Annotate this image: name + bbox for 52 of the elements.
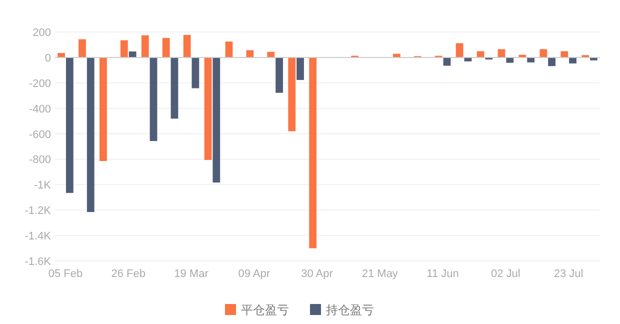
bar: [212, 57, 220, 183]
bar: [120, 40, 128, 58]
y-tick-label: 0: [44, 52, 51, 64]
x-tick-label: 02 Jul: [490, 268, 520, 280]
y-tick-label: -1.6K: [24, 256, 52, 268]
x-tick-label: 19 Mar: [174, 268, 209, 280]
y-tick-label: -200: [28, 78, 51, 90]
bar: [506, 57, 514, 63]
bar: [100, 57, 107, 162]
x-tick-label: 09 Apr: [238, 268, 270, 280]
bar: [309, 57, 317, 248]
bar: [225, 42, 233, 58]
y-tick-label: -1K: [34, 180, 52, 192]
y-tick-label: -800: [28, 154, 51, 166]
y-tick-label: -600: [28, 128, 51, 141]
x-tick-label: 05 Feb: [48, 268, 83, 280]
bar: [128, 51, 136, 58]
y-tick-label: -1.2K: [24, 205, 52, 218]
bar: [58, 52, 65, 58]
bar: [456, 43, 464, 58]
bar: [548, 57, 556, 66]
bar: [86, 57, 94, 212]
bar: [192, 57, 200, 88]
bar: [150, 57, 158, 142]
x-tick-label: 11 Jun: [426, 268, 459, 280]
y-tick-label: 200: [32, 27, 51, 39]
bar: [288, 57, 296, 132]
bar: [204, 57, 212, 160]
bar: [66, 57, 74, 193]
bar: [276, 57, 283, 93]
x-tick-label: 26 Feb: [111, 268, 146, 280]
legend-label: 持仓盈亏: [326, 303, 374, 317]
x-tick-label: 21 May: [362, 268, 398, 280]
y-tick-label: -1.4K: [24, 230, 52, 243]
y-tick-label: -400: [28, 103, 51, 116]
bar: [296, 57, 304, 80]
bar: [498, 49, 506, 58]
bar: [246, 50, 254, 58]
bar: [183, 34, 191, 58]
bar: [141, 35, 149, 58]
x-tick-label: 30 Apr: [301, 268, 334, 280]
bar: [540, 49, 548, 58]
bar: [267, 52, 275, 58]
bar: [569, 57, 576, 64]
legend-label: 平仓盈亏: [241, 303, 289, 317]
bar: [476, 51, 484, 58]
x-tick-label: 23 Jul: [554, 268, 584, 280]
bar: [78, 39, 86, 58]
bar: [560, 51, 568, 58]
bar: [162, 38, 170, 58]
bar: [170, 57, 178, 119]
bar: [527, 57, 535, 62]
